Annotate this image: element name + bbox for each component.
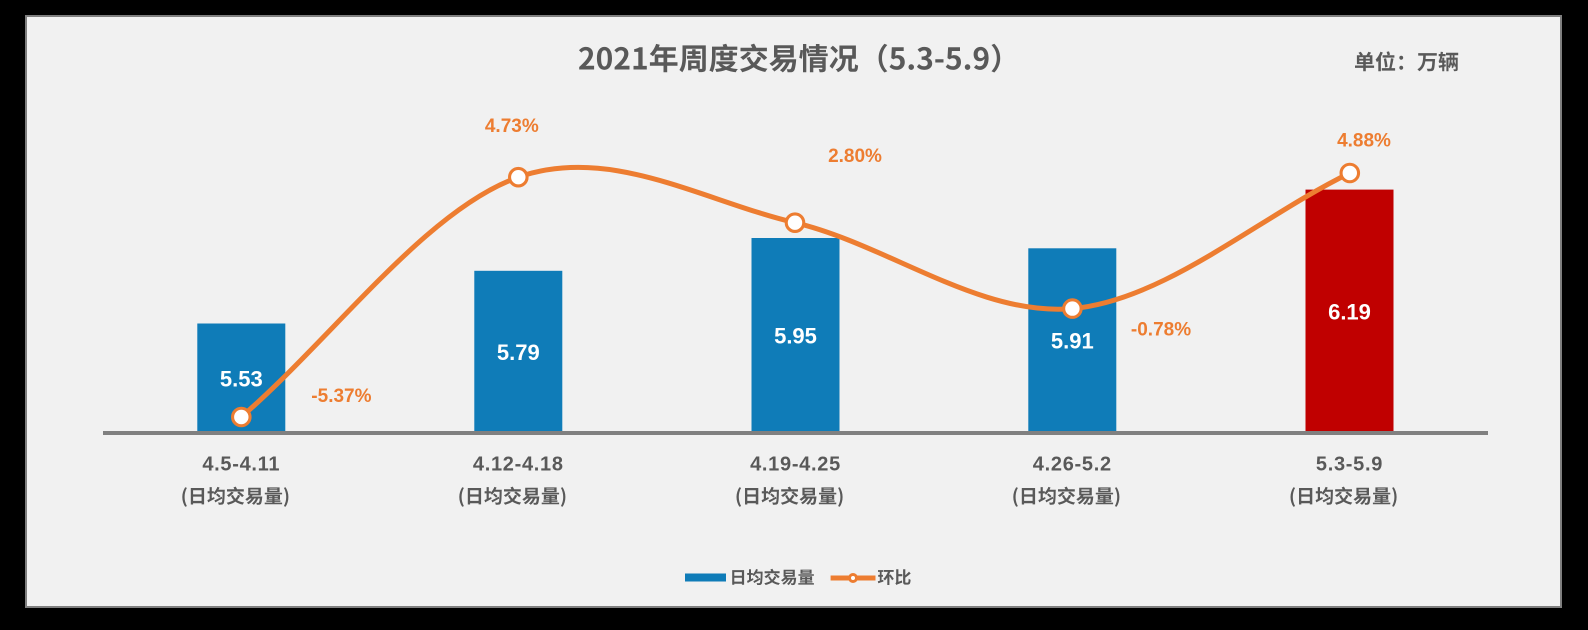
svg-text:5.95: 5.95 — [774, 324, 817, 349]
svg-text:-0.78%: -0.78% — [1131, 319, 1191, 340]
svg-text:4.19-4.25: 4.19-4.25 — [750, 453, 841, 475]
svg-text:4.26-5.2: 4.26-5.2 — [1033, 453, 1112, 475]
svg-text:2.80%: 2.80% — [828, 146, 882, 167]
svg-text:6.19: 6.19 — [1328, 299, 1371, 324]
svg-text:-5.37%: -5.37% — [311, 386, 371, 407]
svg-text:4.5-4.11: 4.5-4.11 — [202, 453, 280, 475]
svg-text:5.3-5.9: 5.3-5.9 — [1316, 453, 1383, 475]
svg-text:5.91: 5.91 — [1051, 329, 1094, 354]
svg-text:5.79: 5.79 — [497, 340, 540, 365]
svg-text:4.88%: 4.88% — [1337, 130, 1391, 151]
svg-text:4.73%: 4.73% — [485, 116, 539, 137]
svg-text:4.12-4.18: 4.12-4.18 — [473, 453, 564, 475]
svg-text:5.53: 5.53 — [220, 366, 263, 391]
